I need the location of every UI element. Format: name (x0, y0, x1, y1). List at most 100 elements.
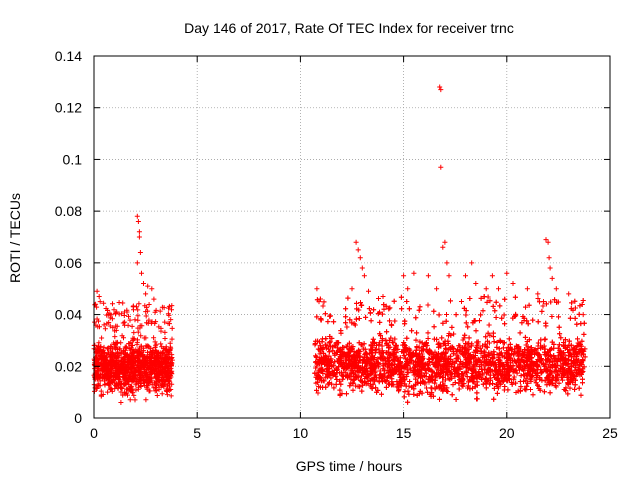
data-point (126, 387, 132, 393)
data-point (499, 315, 505, 321)
data-point (121, 354, 127, 360)
data-point (119, 358, 125, 364)
data-point (368, 384, 374, 390)
data-point (478, 295, 484, 301)
data-point (136, 377, 142, 383)
data-point (313, 353, 319, 359)
data-point (132, 397, 138, 403)
data-point (336, 364, 342, 370)
data-point (542, 349, 548, 355)
data-point (129, 349, 135, 355)
data-point (379, 391, 384, 397)
data-point (466, 335, 472, 341)
data-point (159, 355, 165, 361)
data-point (145, 343, 151, 349)
data-point (337, 392, 343, 398)
data-point (101, 344, 107, 350)
data-point (432, 364, 438, 370)
data-point (318, 365, 324, 371)
data-point (358, 300, 363, 306)
data-point (356, 307, 362, 313)
data-point (165, 364, 170, 370)
data-point (483, 334, 489, 340)
data-point (95, 350, 101, 356)
data-point (162, 336, 168, 341)
data-point (385, 370, 391, 376)
data-point (116, 382, 122, 387)
data-point (366, 306, 372, 312)
data-point (350, 381, 356, 387)
data-point (407, 379, 413, 384)
data-point (419, 340, 425, 346)
data-point (107, 315, 113, 321)
data-point (105, 389, 111, 395)
data-point (481, 348, 487, 354)
data-point (97, 347, 103, 353)
data-point (568, 342, 574, 348)
data-point (138, 372, 144, 378)
data-point (456, 380, 462, 386)
data-point (386, 306, 392, 312)
data-point (166, 350, 172, 356)
data-point (479, 366, 485, 372)
data-point (453, 397, 459, 402)
data-point (370, 336, 376, 342)
data-point (158, 325, 164, 331)
data-point (93, 386, 99, 391)
data-point (92, 375, 98, 380)
data-point (159, 362, 165, 368)
data-point (486, 322, 492, 328)
data-point (491, 375, 497, 380)
data-point (379, 348, 385, 354)
data-point (344, 391, 349, 397)
data-point (314, 314, 320, 320)
data-point (314, 387, 319, 393)
data-point (114, 371, 120, 377)
data-point (425, 330, 431, 336)
data-point (426, 366, 432, 372)
data-point (525, 344, 531, 350)
data-point (414, 392, 420, 398)
data-point (524, 383, 530, 389)
data-point (362, 376, 368, 381)
data-point (523, 304, 528, 310)
data-point (372, 377, 378, 383)
data-point (118, 340, 124, 346)
data-point (467, 386, 473, 392)
data-point (460, 383, 466, 389)
data-point (500, 340, 506, 345)
data-point (513, 367, 519, 373)
data-point (492, 367, 498, 373)
data-point (575, 370, 581, 376)
data-point (416, 307, 422, 313)
data-point (512, 294, 518, 300)
data-point (375, 311, 381, 317)
data-point (556, 324, 562, 330)
data-point (540, 303, 546, 309)
data-point (148, 367, 154, 373)
data-point (327, 313, 333, 319)
data-point (442, 377, 448, 383)
data-point (451, 351, 457, 357)
data-point (530, 361, 536, 366)
data-point (350, 387, 356, 393)
data-point (143, 335, 149, 341)
data-point (558, 335, 564, 341)
data-point (349, 320, 355, 326)
data-point (581, 320, 587, 326)
data-point (98, 393, 104, 399)
data-point (124, 390, 130, 396)
data-point (541, 389, 547, 395)
data-point (521, 378, 526, 384)
data-point (95, 344, 101, 350)
data-point (150, 349, 156, 355)
data-point (406, 391, 412, 397)
data-point (500, 345, 506, 351)
data-point (530, 368, 536, 374)
data-points (91, 84, 588, 405)
data-point (413, 372, 419, 378)
data-point (359, 388, 365, 394)
data-point (122, 352, 128, 358)
data-point (142, 383, 148, 388)
data-point (493, 299, 499, 305)
